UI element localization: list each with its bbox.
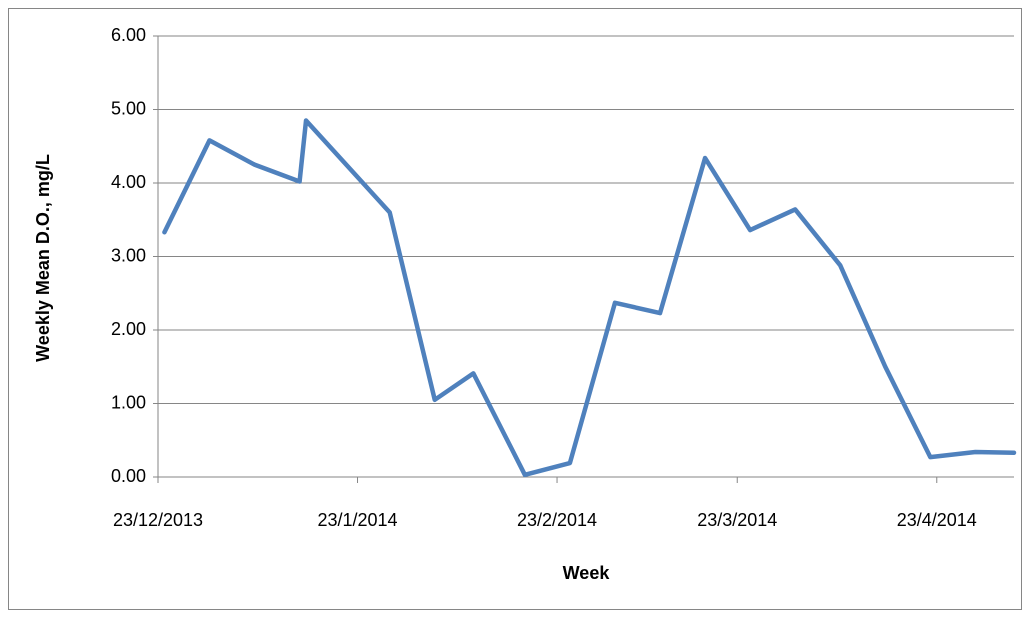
y-axis-title: Weekly Mean D.O., mg/L — [33, 154, 53, 362]
y-tick-label: 2.00 — [111, 319, 146, 339]
y-tick-label: 5.00 — [111, 98, 146, 118]
y-tick-label: 6.00 — [111, 25, 146, 45]
y-tick-label: 0.00 — [111, 466, 146, 486]
chart-border — [8, 8, 1022, 610]
x-tick-label: 23/4/2014 — [897, 510, 977, 530]
x-tick-label: 23/1/2014 — [317, 510, 397, 530]
x-tick-label: 23/3/2014 — [697, 510, 777, 530]
x-axis-title: Week — [563, 563, 611, 583]
y-tick-label: 1.00 — [111, 392, 146, 412]
x-tick-label: 23/2/2014 — [517, 510, 597, 530]
data-line — [162, 118, 1017, 478]
y-tick-label: 4.00 — [111, 172, 146, 192]
x-tick-label: 23/12/2013 — [113, 510, 203, 530]
y-tick-label: 3.00 — [111, 245, 146, 265]
